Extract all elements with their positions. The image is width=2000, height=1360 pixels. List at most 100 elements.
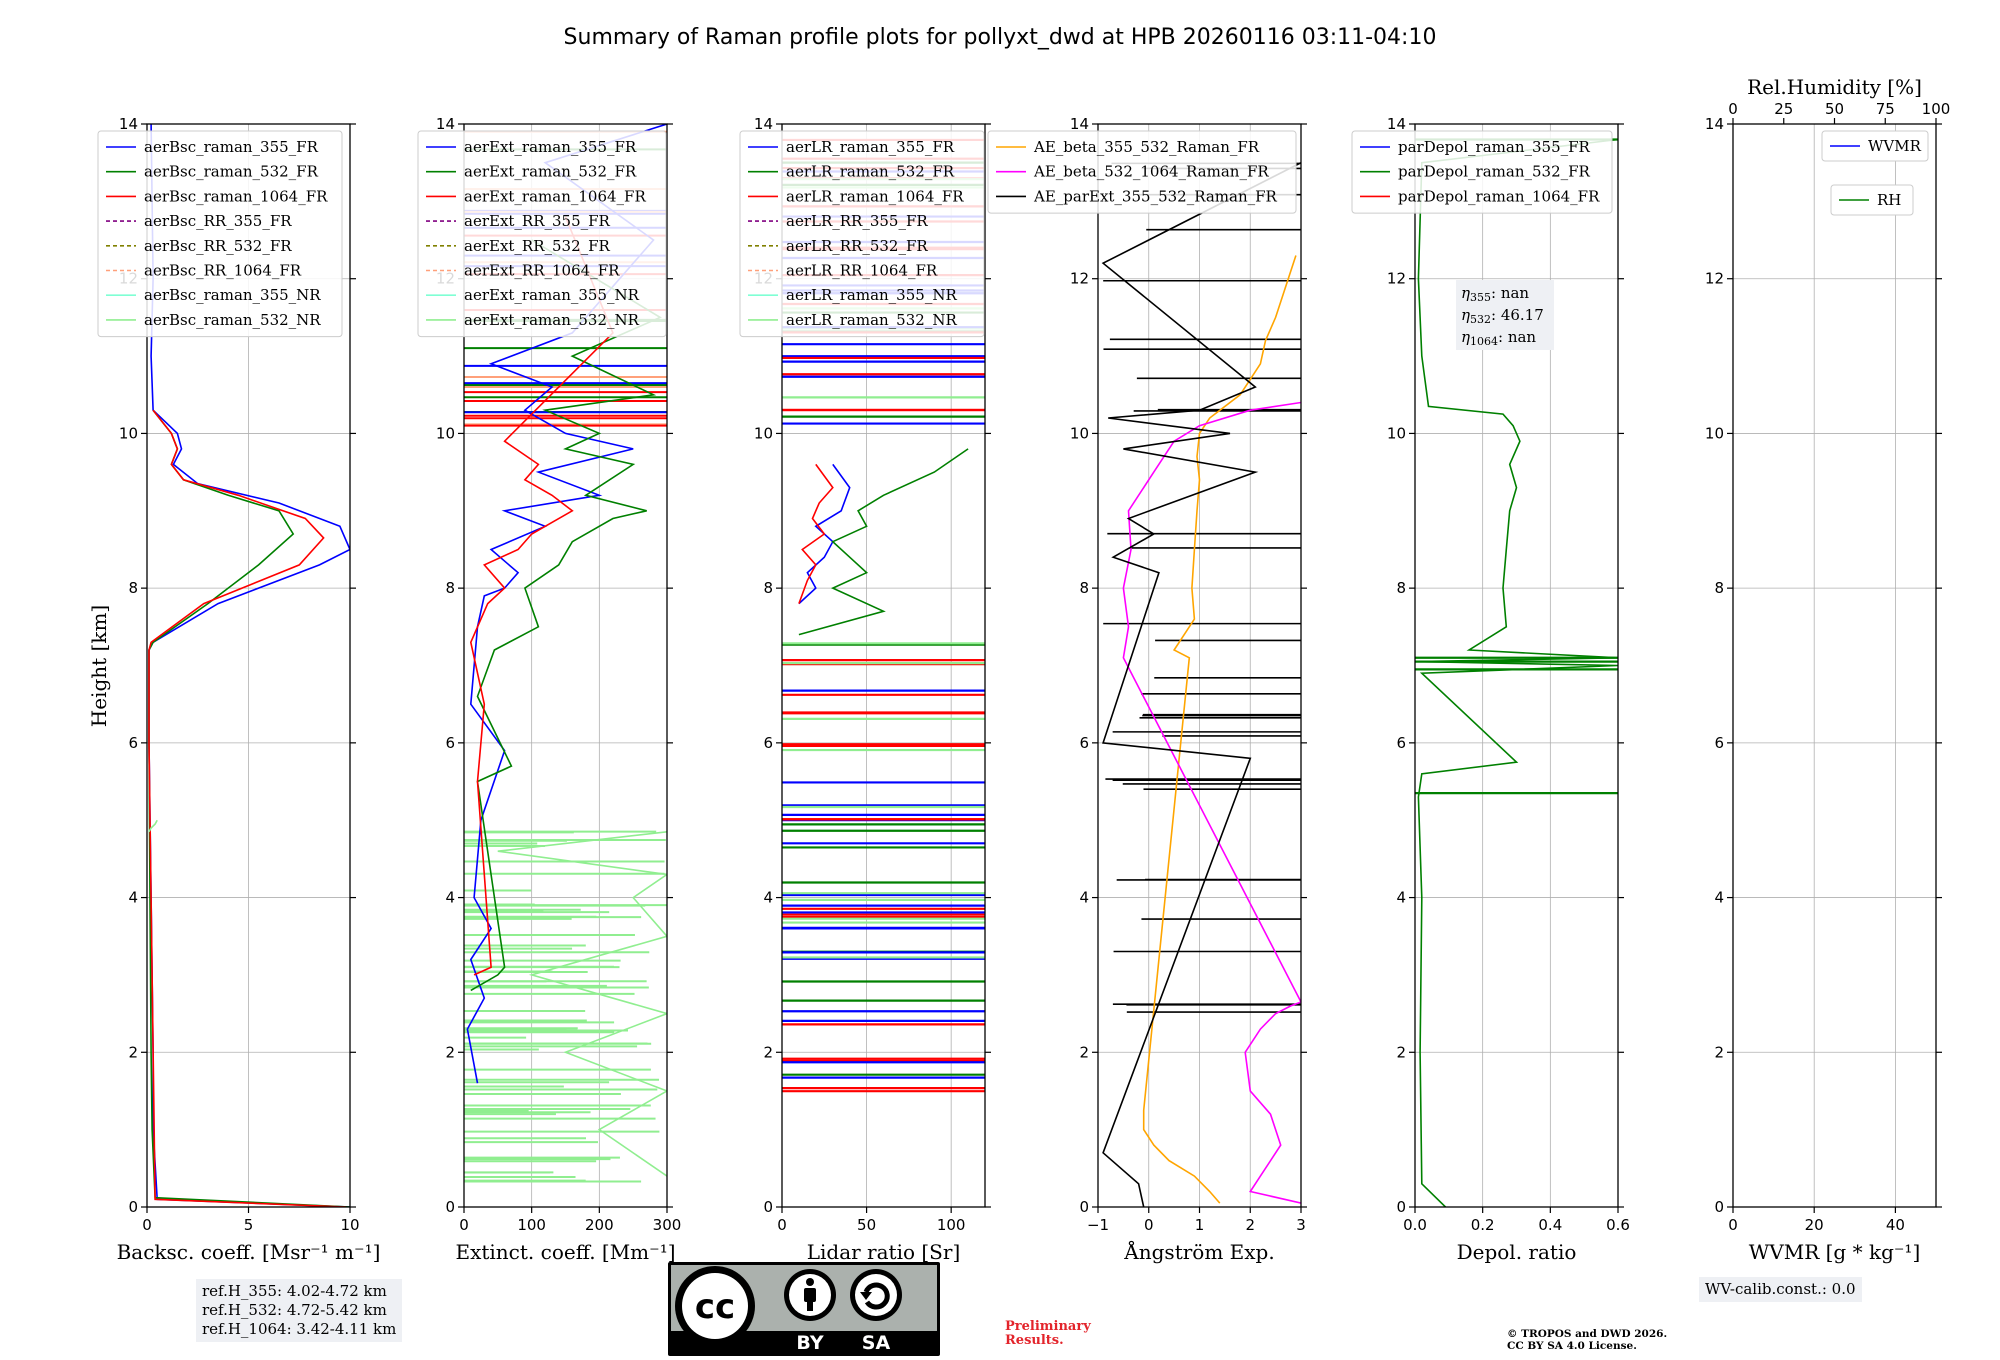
series-AE_beta_355_532_Raman_FR (1142, 255, 1297, 1204)
panel-lr: 02468101214050100Lidar ratio [Sr]aerLR_r… (739, 115, 991, 1264)
y-tick-label: 10 (436, 424, 455, 442)
y-tick-label: 2 (1396, 1043, 1406, 1061)
legend: aerExt_raman_355_FR aerExt_raman_532_FRae… (417, 130, 667, 338)
x-tick-label: 100 (517, 1216, 546, 1234)
y-tick-label: 6 (1396, 734, 1406, 752)
legend-label: aerBsc_raman_532_FR (144, 163, 319, 181)
y-tick-label: 8 (128, 579, 138, 597)
x-axis-label: Lidar ratio [Sr] (807, 1240, 961, 1264)
series-aerLR_raman_532_FR (798, 448, 969, 636)
x-tick-label: 0.0 (1403, 1216, 1427, 1234)
y-tick-label: 12 (1387, 270, 1406, 288)
legend-label: aerLR_raman_355_FR (786, 138, 955, 156)
legend-label: aerExt_raman_532_NR (464, 311, 640, 329)
series-aerBsc_raman_532_FR (148, 409, 350, 1207)
y-tick-label: 14 (754, 115, 773, 133)
legend: aerLR_raman_355_FR aerLR_raman_532_FR aerL… (739, 130, 985, 338)
y-tick-label: 10 (1705, 424, 1724, 442)
legend-box (1830, 184, 1914, 216)
figure-title: Summary of Raman profile plots for polly… (564, 25, 1437, 50)
copyright-line-1: © TROPOS and DWD 2026. (1507, 1328, 1668, 1340)
y-axis-label: Height [km] (87, 605, 111, 727)
ref-height-355: ref.H_355: 4.02-4.72 km (202, 1282, 387, 1300)
legend: aerBsc_raman_355_FR aerBsc_raman_532_FRae… (97, 130, 343, 338)
legend-label: aerExt_raman_532_FR (464, 163, 637, 181)
legend-label: AE_beta_532_1064_Raman_FR (1033, 163, 1269, 181)
y-tick-label: 6 (1079, 734, 1089, 752)
legend: AE_beta_355_532_Raman_FR AE_beta_532_1064… (987, 130, 1297, 214)
legend-box (1821, 130, 1929, 162)
y-tick-label: 2 (763, 1043, 773, 1061)
ref-height-1064: ref.H_1064: 3.42-4.11 km (202, 1320, 397, 1338)
axes-frame (1414, 123, 1619, 1208)
y-tick-label: 4 (763, 889, 773, 907)
series-parDepol_raman_532_FR (1417, 138, 1618, 1207)
y-tick-label: 0 (1396, 1198, 1406, 1216)
axes-frame (781, 123, 986, 1208)
legend-label: aerBsc_raman_1064_FR (144, 187, 328, 205)
series-aerLR_raman_1064_FR (798, 463, 834, 604)
profile-noise (1103, 162, 1301, 1013)
series-aerExt_raman_532_FR (470, 239, 662, 992)
series-AE_beta_532_1064_Raman_FR (1122, 401, 1301, 1204)
ref-height-532: ref.H_532: 4.72-5.42 km (202, 1301, 387, 1319)
x-tick-label: 0 (777, 1216, 787, 1234)
legend-label: aerLR_RR_355_FR (786, 212, 928, 230)
y-tick-label: 6 (763, 734, 773, 752)
legend-label: RH (1877, 191, 1901, 209)
x-tick-label: 0 (1144, 1216, 1154, 1234)
y-tick-label: 0 (128, 1198, 138, 1216)
x-tick-label: 10 (340, 1216, 359, 1234)
legend-label: aerLR_raman_532_FR (786, 163, 955, 181)
top-x-tick-label: 100 (1922, 100, 1951, 118)
legend-label: aerExt_raman_355_FR (464, 138, 637, 156)
y-tick-label: 2 (445, 1043, 455, 1061)
y-tick-label: 10 (1070, 424, 1089, 442)
cc-logo-text: cc (695, 1287, 735, 1327)
axes-frame (1732, 123, 1937, 1208)
legend-label: aerBsc_raman_532_NR (144, 311, 321, 329)
y-tick-label: 0 (1714, 1198, 1724, 1216)
wv-calibration-box: WV-calib.const.: 0.0 (1699, 1277, 1862, 1302)
y-tick-label: 14 (436, 115, 455, 133)
y-tick-label: 8 (1396, 579, 1406, 597)
legend-label: aerLR_RR_532_FR (786, 237, 928, 255)
legend-label: aerLR_raman_532_NR (786, 311, 957, 329)
legend-label: aerBsc_RR_355_FR (144, 212, 292, 230)
y-tick-label: 10 (1387, 424, 1406, 442)
y-tick-label: 8 (1079, 579, 1089, 597)
panel-ext: 024681012140100200300Extinct. coeff. [Mm… (417, 115, 681, 1264)
legend: WVMR RH (1821, 130, 1929, 216)
x-axis-label: Backsc. coeff. [Msr⁻¹ m⁻¹] (117, 1240, 381, 1264)
x-axis-label: Depol. ratio (1457, 1240, 1577, 1264)
y-tick-label: 6 (1714, 734, 1724, 752)
legend-label: aerBsc_RR_1064_FR (144, 262, 302, 280)
cc-by-sa-logo: cc BY SA (668, 1262, 940, 1356)
legend-label: aerBsc_raman_355_NR (144, 286, 321, 304)
top-x-tick-label: 50 (1825, 100, 1844, 118)
share-alike-icon (863, 1282, 890, 1310)
x-tick-label: 0.4 (1538, 1216, 1562, 1234)
x-tick-label: 5 (244, 1216, 254, 1234)
x-axis-label: Extinct. coeff. [Mm⁻¹] (455, 1240, 675, 1264)
preliminary-line-1: Preliminary (1005, 1319, 1091, 1334)
x-tick-label: 0 (142, 1216, 152, 1234)
x-tick-label: 2 (1245, 1216, 1255, 1234)
reference-heights-box: ref.H_355: 4.02-4.72 km ref.H_532: 4.72-… (196, 1279, 403, 1342)
legend-label: aerExt_RR_355_FR (464, 212, 611, 230)
y-tick-label: 2 (128, 1043, 138, 1061)
y-tick-label: 12 (1705, 270, 1724, 288)
eta-background (1456, 280, 1554, 350)
grid (1732, 123, 1936, 1208)
legend-label: aerBsc_RR_532_FR (144, 237, 292, 255)
x-tick-label: 0 (1728, 1216, 1738, 1234)
x-tick-label: −1 (1087, 1216, 1109, 1234)
legend-label: aerBsc_raman_355_FR (144, 138, 319, 156)
x-tick-label: 1 (1195, 1216, 1205, 1234)
axes-frame (463, 123, 668, 1208)
top-x-tick-label: 75 (1876, 100, 1895, 118)
y-tick-label: 0 (763, 1198, 773, 1216)
